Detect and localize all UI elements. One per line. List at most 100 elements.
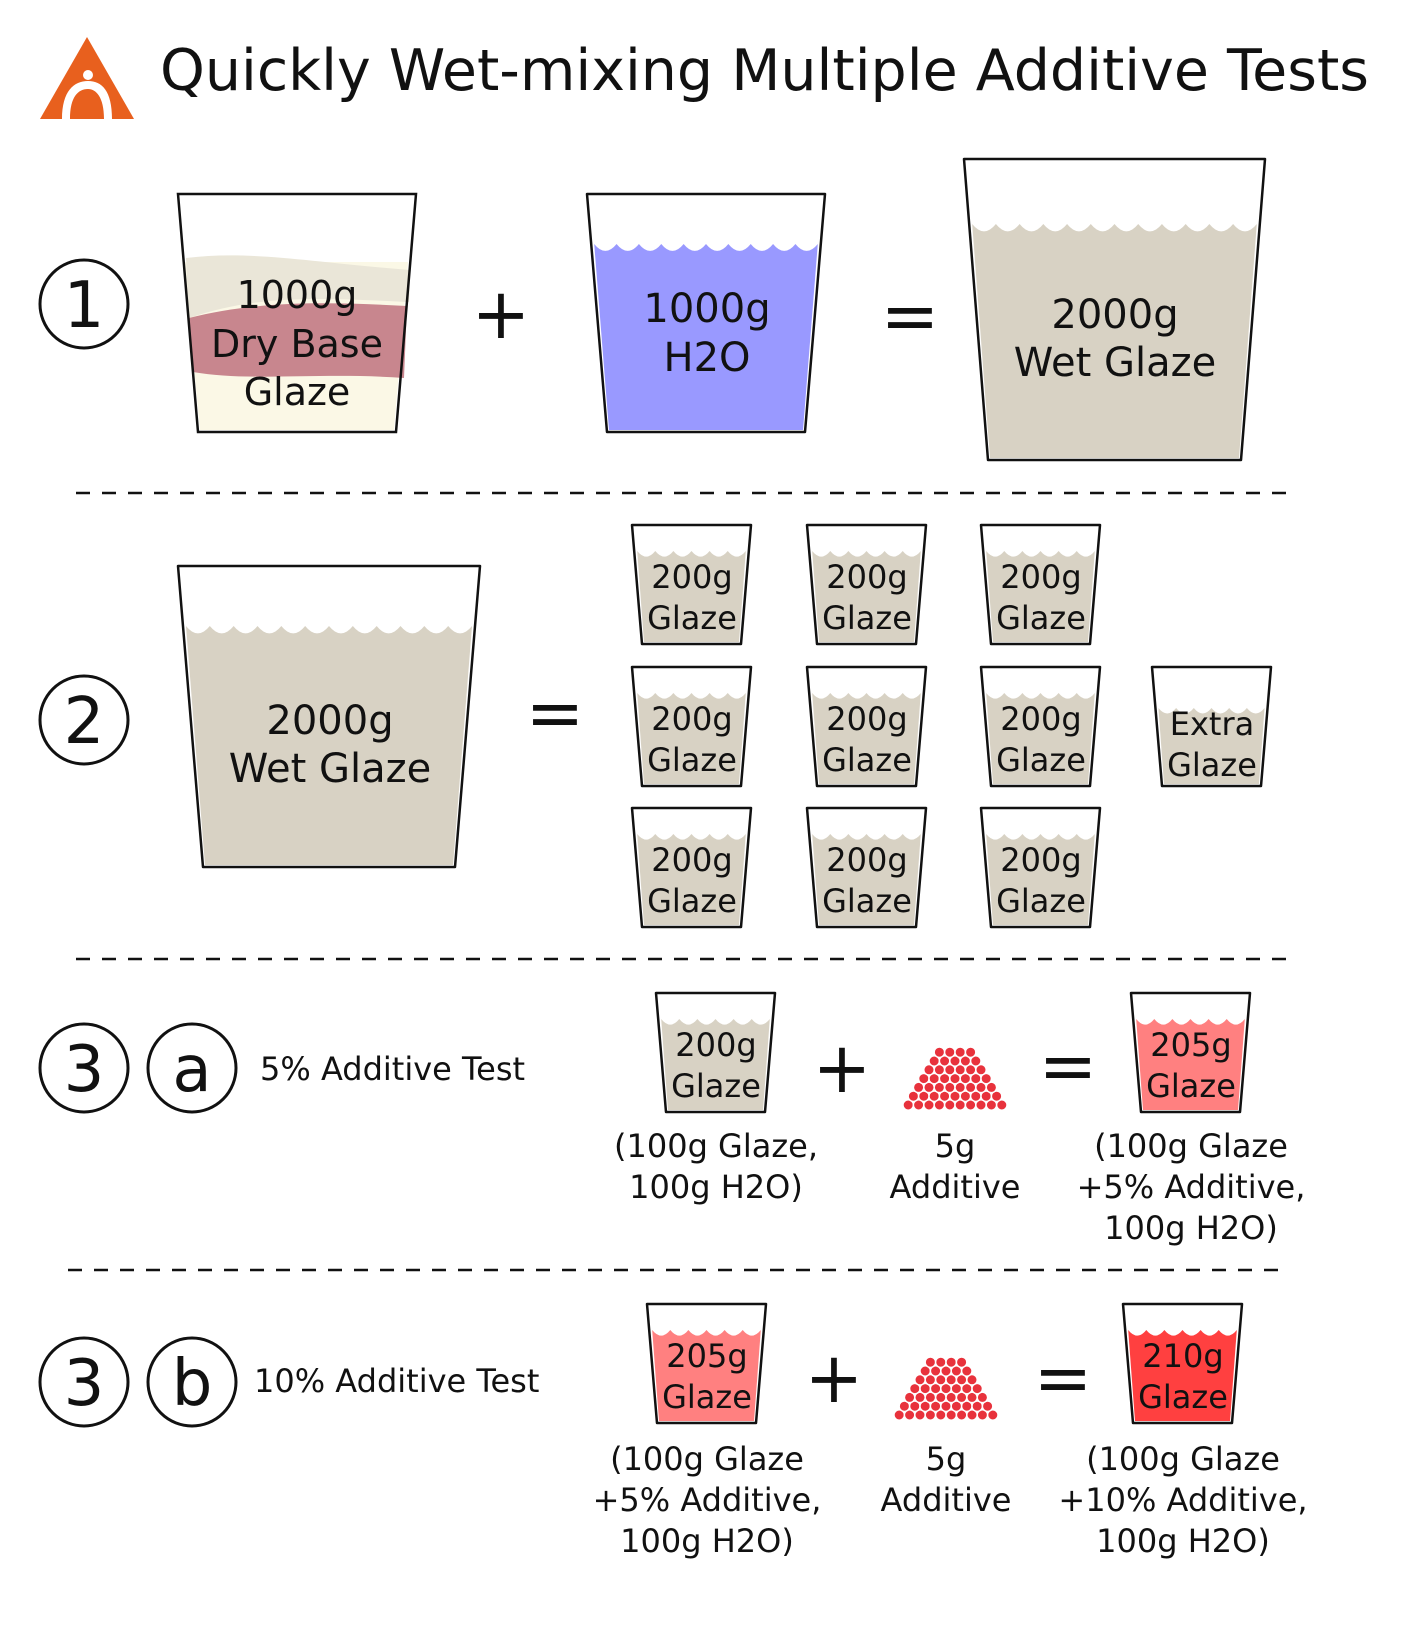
equals-sign: = — [881, 275, 940, 357]
portion-name: Glaze — [647, 882, 737, 920]
plus-sign-glyph: + — [472, 273, 531, 355]
equals-sign-glyph: = — [526, 672, 585, 754]
cup-outline — [979, 523, 1102, 646]
equals-sign: = — [526, 672, 585, 754]
plus-sign-glyph: + — [805, 1337, 864, 1419]
cup-liquid — [661, 1019, 770, 1110]
marker-circle — [38, 1022, 130, 1114]
additive-granule — [943, 1046, 956, 1059]
base-glaze-caption: (100g Glaze — [610, 1440, 804, 1478]
cup-outline — [630, 523, 753, 646]
additive-pile — [902, 1046, 1008, 1111]
additive-granule — [934, 1356, 947, 1369]
test-label: 5% Additive Test — [260, 1050, 525, 1088]
equals-sign-glyph: = — [881, 275, 940, 357]
plus-sign: + — [813, 1027, 872, 1109]
result-caption: (100g Glaze — [1086, 1440, 1280, 1478]
cup-liquid — [986, 551, 1095, 642]
step-2-marker: 2 — [38, 674, 130, 766]
additive-granule — [933, 1046, 946, 1059]
cup-outline — [176, 192, 418, 434]
portion-amount: 200g — [651, 700, 732, 738]
additive-granule — [981, 1400, 994, 1413]
cup-liquid — [812, 693, 921, 784]
portion-name: Glaze — [647, 741, 737, 779]
marker-circle — [146, 1336, 238, 1428]
cup-liquid — [637, 693, 746, 784]
water-name: H2O — [663, 335, 750, 381]
marker-label: 3 — [64, 1033, 105, 1107]
portion-amount: 200g — [1000, 700, 1081, 738]
cup-liquid — [812, 551, 921, 642]
additive-pile — [893, 1356, 999, 1421]
portion-amount: 200g — [651, 558, 732, 596]
cup-outline — [805, 665, 928, 788]
equals-sign: = — [1034, 1337, 1093, 1419]
portion-name: Glaze — [822, 599, 912, 637]
page-title: Quickly Wet-mixing Multiple Additive Tes… — [160, 38, 1369, 104]
cup-outline — [176, 564, 482, 869]
dry-glaze-band-rose — [189, 303, 407, 378]
test-label: 10% Additive Test — [254, 1362, 539, 1400]
cup-outline — [805, 806, 928, 929]
equals-sign-glyph: = — [1039, 1025, 1098, 1107]
result-caption: (100g Glaze — [1094, 1127, 1288, 1165]
cup-liquid — [972, 224, 1257, 458]
cup-liquid — [637, 834, 746, 925]
logo-icon — [40, 37, 134, 119]
cup-outline — [1121, 1302, 1244, 1425]
additive-granule — [990, 1090, 1003, 1103]
base-glaze-name: Glaze — [671, 1067, 761, 1105]
portion-name: Glaze — [647, 599, 737, 637]
step-3a-sub-marker: a — [146, 1022, 238, 1114]
cup-outline — [630, 665, 753, 788]
cup-liquid — [1128, 1330, 1237, 1421]
additive-granule — [976, 1391, 989, 1404]
cup-outline — [645, 1302, 768, 1425]
marker-circle — [146, 1022, 238, 1114]
base-glaze-amount: 205g — [666, 1337, 747, 1375]
additive-granule — [954, 1046, 967, 1059]
wet-glaze-name: Wet Glaze — [229, 746, 431, 792]
equals-sign: = — [1039, 1025, 1098, 1107]
marker-label: a — [172, 1033, 211, 1107]
marker-label: b — [172, 1347, 213, 1421]
test-label-text: 10% Additive Test — [254, 1362, 539, 1400]
base-glaze-amount: 200g — [675, 1026, 756, 1064]
step-3-marker: 3 — [38, 1336, 130, 1428]
result-glaze-amount: 205g — [1150, 1026, 1231, 1064]
portion-amount: 200g — [1000, 558, 1081, 596]
additive-name: Additive — [881, 1481, 1012, 1519]
portion-amount: 200g — [826, 558, 907, 596]
cup-outline — [1129, 991, 1252, 1114]
cup-outline — [654, 991, 777, 1114]
additive-granule — [969, 1055, 982, 1067]
marker-circle — [38, 258, 130, 350]
cup-liquid — [185, 626, 473, 865]
wet-glaze-name: Wet Glaze — [1014, 340, 1216, 386]
additive-granule — [945, 1356, 958, 1369]
additive-granule — [960, 1365, 973, 1377]
step-1-marker: 1 — [38, 258, 130, 350]
portion-amount: 200g — [826, 700, 907, 738]
additive-granule — [975, 1063, 987, 1076]
base-glaze-name: Glaze — [662, 1378, 752, 1416]
cup-liquid — [637, 551, 746, 642]
marker-circle — [38, 674, 130, 766]
result-glaze-name: Glaze — [1138, 1378, 1228, 1416]
portion-name: Glaze — [996, 882, 1086, 920]
cup-outline — [962, 157, 1267, 462]
marker-label: 3 — [64, 1347, 105, 1421]
result-caption-3: 100g H2O) — [1104, 1209, 1278, 1247]
